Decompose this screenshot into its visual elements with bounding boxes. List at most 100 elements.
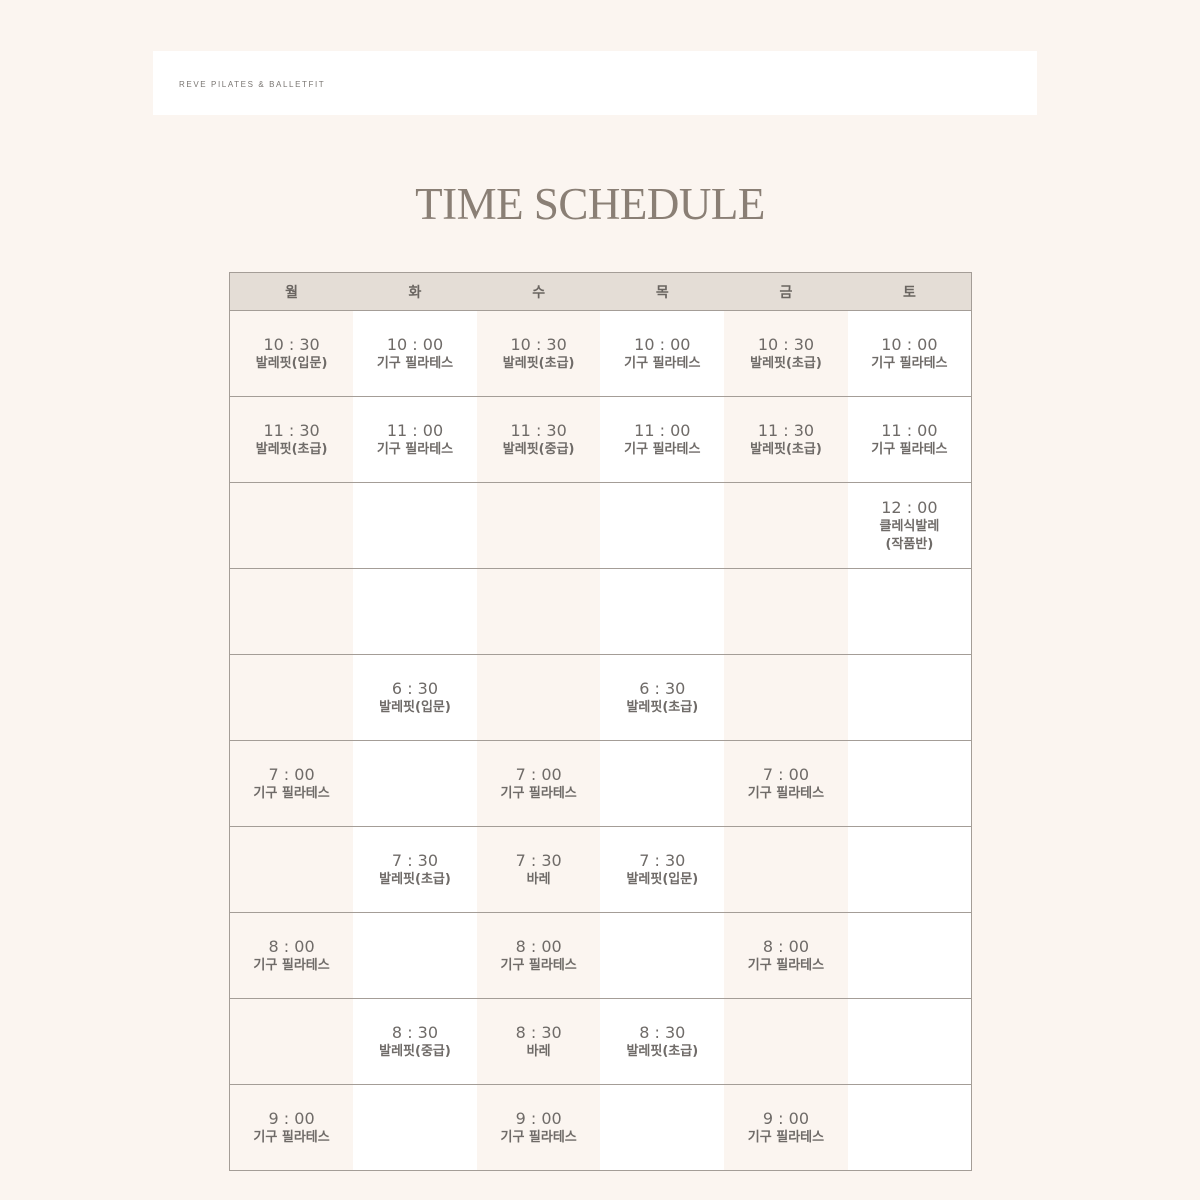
class-slot: 8 : 30 발레핏(중급) — [353, 998, 477, 1085]
class-time: 9 : 00 — [268, 1108, 315, 1128]
schedule-row: 7 : 30 발레핏(초급) 7 : 30 바레 7 : 30 발레핏(입문) — [229, 826, 972, 913]
empty-slot — [229, 654, 354, 741]
class-time: 7 : 30 — [391, 850, 439, 870]
class-name: 기구 필라테스 — [871, 355, 948, 371]
class-name: 기구 필라테스 — [747, 1129, 825, 1145]
class-name: 기구 필라테스 — [747, 785, 825, 801]
class-slot: 11 : 30 발레핏(중급) — [476, 396, 601, 483]
class-slot: 7 : 00 기구 필라테스 — [229, 740, 354, 827]
day-header: 토 — [847, 272, 972, 311]
class-time: 11 : 30 — [263, 420, 320, 440]
class-name: 발레핏(초급) — [255, 441, 328, 457]
class-slot: 10 : 00 기구 필라테스 — [847, 310, 972, 397]
class-slot: 7 : 00 기구 필라테스 — [476, 740, 601, 827]
day-header: 목 — [600, 272, 725, 311]
schedule-row — [229, 568, 972, 655]
class-name: 기구 필라테스 — [500, 957, 577, 973]
empty-slot — [600, 568, 725, 655]
class-name: 발레핏(초급) — [379, 871, 451, 887]
page-title: TIME SCHEDULE — [415, 179, 765, 229]
class-slot: 12 : 00 클레식발레 (작품반) — [847, 482, 972, 569]
class-time: 9 : 00 — [515, 1108, 562, 1128]
empty-slot — [229, 482, 354, 569]
day-header: 화 — [353, 272, 477, 311]
class-slot: 10 : 30 발레핏(입문) — [229, 310, 354, 397]
class-name: 바레 — [526, 871, 551, 887]
class-slot: 11 : 00 기구 필라테스 — [847, 396, 972, 483]
class-time: 10 : 00 — [386, 334, 444, 354]
empty-slot — [724, 654, 848, 741]
class-time: 11 : 30 — [510, 420, 567, 440]
class-time: 7 : 30 — [515, 850, 562, 870]
class-name: 발레핏(초급) — [750, 441, 822, 457]
class-slot: 11 : 00 기구 필라테스 — [353, 396, 477, 483]
empty-slot — [600, 482, 725, 569]
schedule-row: 8 : 30 발레핏(중급) 8 : 30 바레 8 : 30 발레핏(초급) — [229, 998, 972, 1085]
class-name: 발레핏(입문) — [255, 355, 328, 371]
empty-slot — [353, 1084, 477, 1171]
empty-slot — [600, 740, 725, 827]
class-time: 7 : 00 — [515, 764, 562, 784]
empty-slot — [353, 568, 477, 655]
class-name: 기구 필라테스 — [376, 355, 454, 371]
class-name: 발레핏(중급) — [379, 1043, 451, 1059]
empty-slot — [847, 740, 972, 827]
schedule-row: 10 : 30 발레핏(입문) 10 : 00 기구 필라테스 10 : 30 발레핏(초… — [229, 310, 972, 397]
schedule-row: 7 : 00 기구 필라테스 7 : 00 기구 필라테스 7 : 00 기구 필라테스 — [229, 740, 972, 827]
schedule-row: 12 : 00 클레식발레 (작품반) — [229, 482, 972, 569]
class-time: 8 : 00 — [515, 936, 562, 956]
empty-slot — [847, 912, 972, 999]
class-time: 7 : 30 — [639, 850, 686, 870]
class-slot: 11 : 30 발레핏(초급) — [229, 396, 354, 483]
empty-slot — [229, 568, 354, 655]
class-slot: 10 : 00 기구 필라테스 — [600, 310, 725, 397]
day-header: 월 — [229, 272, 354, 311]
class-name: 기구 필라테스 — [253, 785, 330, 801]
class-name: 발레핏(초급) — [626, 699, 699, 715]
empty-slot — [847, 568, 972, 655]
class-time: 8 : 30 — [391, 1022, 439, 1042]
class-time: 8 : 00 — [268, 936, 315, 956]
empty-slot — [229, 826, 354, 913]
class-slot: 8 : 00 기구 필라테스 — [229, 912, 354, 999]
empty-slot — [600, 912, 725, 999]
class-time: 12 : 00 — [881, 497, 938, 517]
class-time: 11 : 00 — [881, 420, 938, 440]
class-name: 기구 필라테스 — [376, 441, 454, 457]
empty-slot — [229, 998, 354, 1085]
class-time: 6 : 30 — [639, 678, 686, 698]
schedule-row: 9 : 00 기구 필라테스 9 : 00 기구 필라테스 9 : 00 기구 필라테스 — [229, 1084, 972, 1171]
class-name: 기구 필라테스 — [253, 957, 330, 973]
class-name: 기구 필라테스 — [747, 957, 825, 973]
class-name: 기구 필라테스 — [500, 1129, 577, 1145]
class-name: 기구 필라테스 — [500, 785, 577, 801]
empty-slot — [847, 998, 972, 1085]
class-slot: 10 : 00 기구 필라테스 — [353, 310, 477, 397]
class-name: (작품반) — [885, 536, 934, 552]
schedule-row: 8 : 00 기구 필라테스 8 : 00 기구 필라테스 8 : 00 기구 필라테스 — [229, 912, 972, 999]
class-slot: 11 : 30 발레핏(초급) — [724, 396, 848, 483]
class-slot: 9 : 00 기구 필라테스 — [229, 1084, 354, 1171]
empty-slot — [476, 568, 601, 655]
empty-slot — [724, 998, 848, 1085]
schedule-row: 11 : 30 발레핏(초급) 11 : 00 기구 필라테스 11 : 30 발레핏(중… — [229, 396, 972, 483]
class-time: 8 : 00 — [762, 936, 809, 956]
class-time: 10 : 30 — [263, 334, 320, 354]
class-time: 10 : 00 — [634, 334, 691, 354]
class-slot: 6 : 30 발레핏(초급) — [600, 654, 725, 741]
empty-slot — [476, 654, 601, 741]
class-time: 7 : 00 — [268, 764, 315, 784]
brand-name[interactable]: REVE PILATES & BALLETFIT — [179, 80, 326, 89]
class-name: 기구 필라테스 — [253, 1129, 330, 1145]
empty-slot — [847, 826, 972, 913]
class-time: 11 : 00 — [634, 420, 691, 440]
empty-slot — [600, 1084, 725, 1171]
class-slot: 9 : 00 기구 필라테스 — [476, 1084, 601, 1171]
class-slot: 7 : 30 발레핏(초급) — [353, 826, 477, 913]
empty-slot — [353, 912, 477, 999]
class-name: 기구 필라테스 — [871, 441, 948, 457]
class-time: 9 : 00 — [762, 1108, 809, 1128]
class-name: 발레핏(입문) — [379, 699, 451, 715]
empty-slot — [353, 740, 477, 827]
class-time: 11 : 30 — [757, 420, 815, 440]
